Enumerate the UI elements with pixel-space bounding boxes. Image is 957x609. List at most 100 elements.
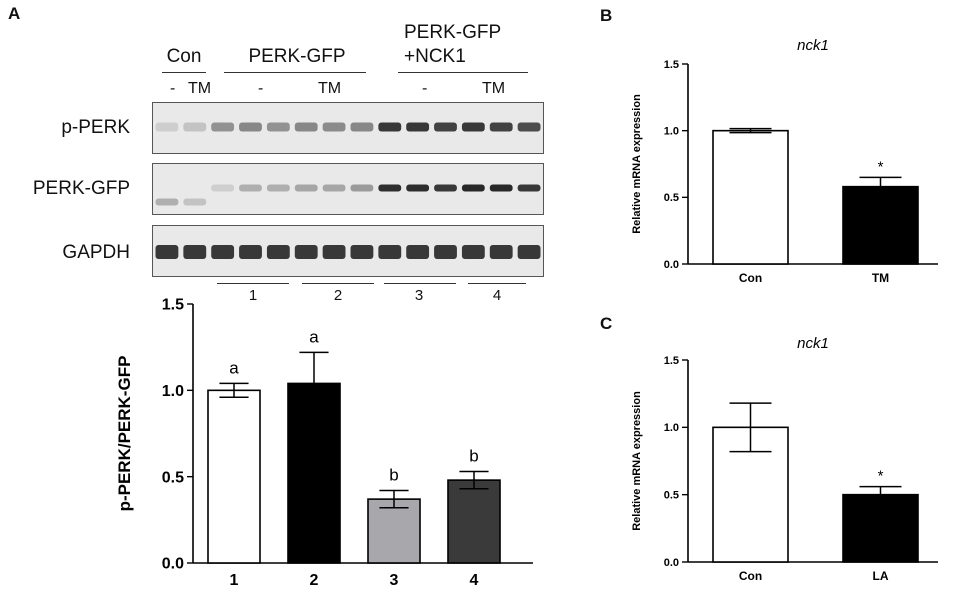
lane-number: 1 — [248, 287, 258, 304]
group-label-perk-gfp-2: PERK-GFP — [404, 22, 502, 43]
blot-band — [406, 184, 430, 192]
x-tick-label: Con — [739, 569, 762, 583]
group-underline — [398, 72, 528, 73]
bar — [367, 498, 421, 564]
blot-band — [517, 184, 541, 192]
chart-title: nck1 — [797, 335, 829, 352]
x-tick-label: 3 — [390, 572, 399, 589]
group-label-nck1: +NCK1 — [404, 46, 466, 67]
treatment-label: - — [258, 80, 264, 97]
western-blot-p-perk — [152, 102, 544, 154]
bar-chart-nck1-la: 0.0 0.5 1.0 1.5 Relative mRNA expression nck1… — [631, 335, 938, 583]
bar-chart-nck1-tm: 0.0 0.5 1.0 1.5 Relative mRNA expression nck1… — [631, 37, 938, 285]
lane-number: 3 — [414, 287, 424, 304]
group-underline — [224, 72, 366, 73]
blot-band — [517, 122, 541, 132]
treatment-label: - — [422, 80, 428, 97]
treatment-label: - — [170, 80, 176, 97]
blot-band — [266, 184, 290, 192]
y-tick-label: 0.0 — [664, 259, 679, 271]
lane-group-underline — [302, 283, 374, 284]
y-tick-label: 0.5 — [162, 469, 184, 486]
treatment-label: TM — [188, 80, 212, 97]
significance-label: b — [389, 465, 398, 484]
y-tick-label: 1.0 — [664, 422, 679, 434]
blot-band — [461, 245, 485, 259]
group-label-perk-gfp: PERK-GFP — [248, 46, 346, 67]
blot-band — [155, 122, 179, 132]
treatment-label: TM — [318, 80, 342, 97]
bar-chart-p-perk-ratio: 0.0 0.5 1.0 1.5 p-PERK/PERK-GFP a 1 a 2 b 3 b 4 — [115, 297, 533, 589]
significance-label: * — [878, 468, 884, 485]
blot-band — [378, 122, 402, 132]
blot-band — [211, 122, 235, 132]
blot-band — [266, 245, 290, 259]
blot-band — [434, 122, 457, 132]
panel-letter-c: C — [600, 314, 613, 333]
bar — [287, 382, 341, 564]
x-tick-label: 2 — [310, 572, 319, 589]
y-tick-label: 0.0 — [664, 557, 679, 569]
group-label-con: Con — [166, 46, 202, 67]
blot-band — [378, 245, 402, 259]
panel-letter-b: B — [600, 6, 613, 25]
blot-band — [406, 245, 430, 259]
blot-band — [239, 184, 262, 192]
blot-band — [183, 245, 207, 259]
treatment-label: TM — [482, 80, 506, 97]
blot-band — [211, 245, 235, 259]
significance-label: * — [878, 158, 884, 175]
blot-band — [517, 245, 541, 259]
bar — [842, 185, 919, 265]
blot-band — [434, 245, 457, 259]
blot-band — [489, 245, 513, 259]
western-blot-perk-gfp — [152, 163, 544, 215]
lane-number: 4 — [492, 287, 502, 304]
blot-band — [155, 245, 179, 259]
y-tick-label: 1.5 — [664, 59, 679, 71]
y-tick-label: 0.5 — [664, 490, 679, 502]
blot-band — [350, 245, 374, 259]
blot-band — [155, 198, 179, 206]
chart-title: nck1 — [797, 37, 829, 54]
blot-band — [406, 122, 430, 132]
blot-row-label-perk-gfp: PERK-GFP — [32, 178, 130, 199]
x-tick-label: TM — [872, 271, 889, 285]
blot-band — [183, 122, 207, 132]
western-blot-gapdh — [152, 225, 544, 277]
blot-band — [350, 122, 374, 132]
panel-letter-a: A — [8, 4, 21, 23]
blot-band — [211, 184, 235, 192]
blot-band — [239, 245, 262, 259]
blot-band — [378, 184, 402, 192]
blot-row-label-gapdh: GAPDH — [62, 242, 130, 263]
blot-band — [294, 245, 318, 259]
bar — [842, 493, 919, 563]
blot-band — [461, 184, 485, 192]
blot-band — [489, 184, 513, 192]
blot-band — [434, 184, 457, 192]
blot-band — [322, 184, 346, 192]
x-tick-label: LA — [873, 569, 889, 583]
lane-group-underline — [468, 283, 526, 284]
y-tick-label: 1.0 — [664, 126, 679, 138]
blot-band — [322, 122, 346, 132]
group-underline — [162, 72, 206, 73]
x-tick-label: 1 — [230, 572, 239, 589]
y-axis-label: Relative mRNA expression — [631, 391, 643, 531]
x-tick-label: 4 — [470, 572, 479, 589]
lane-group-underline — [384, 283, 456, 284]
bar — [712, 129, 789, 265]
significance-label: a — [229, 358, 239, 377]
y-tick-label: 1.5 — [664, 355, 679, 367]
bar — [447, 479, 501, 564]
blot-band — [350, 184, 374, 192]
blot-band — [461, 122, 485, 132]
blot-band — [266, 122, 290, 132]
lane-group-underline — [217, 283, 289, 284]
y-axis-label: p-PERK/PERK-GFP — [115, 356, 134, 512]
x-tick-label: Con — [739, 271, 762, 285]
blot-band — [294, 122, 318, 132]
y-tick-label: 1.5 — [162, 297, 184, 314]
y-tick-label: 0.5 — [664, 192, 679, 204]
